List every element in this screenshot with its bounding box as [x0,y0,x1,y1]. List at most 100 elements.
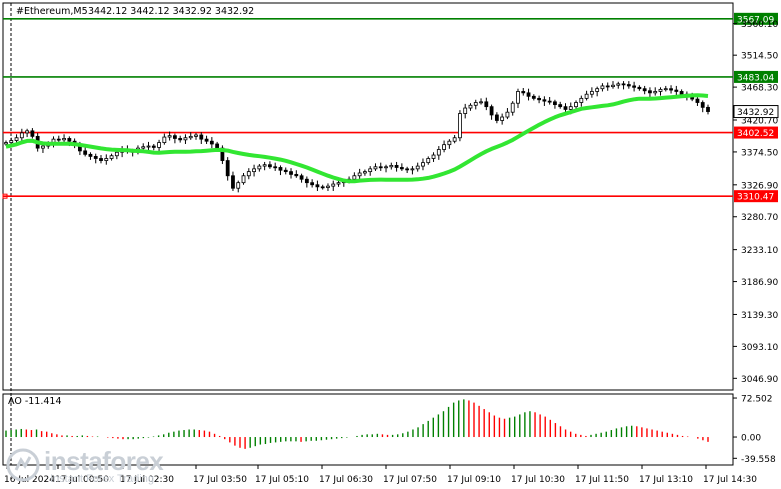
candle-body [653,91,658,94]
level-anchor-marker [2,193,8,199]
candle-body [25,130,30,134]
candle-body [695,98,700,103]
price-tick-label: 3046.90 [741,375,778,385]
watermark-brand: instaforex [44,446,164,476]
price-tick-label: 3280.70 [741,213,778,223]
candle-body [679,91,684,95]
candle-body [648,90,652,94]
time-tick-label: 17 Jul 13:10 [639,475,693,485]
price-tick-label: 3374.50 [741,148,778,158]
price-tick-label: 3420.70 [741,116,778,126]
current-price-label: 3432.92 [737,108,774,118]
ao-panel-border [2,393,734,466]
time-tick-label: 17 Jul 14:30 [703,475,757,485]
candle-body [9,140,14,143]
candle-body [521,91,526,94]
candle-body [363,171,367,174]
candle-body [558,104,563,108]
candle-body [252,168,256,173]
candle-body [415,165,420,170]
candle-body [273,166,278,169]
time-tick-label: 17 Jul 03:50 [193,475,247,485]
candle-body [19,132,24,139]
candle-body [83,150,88,155]
candle-body [563,106,568,110]
candle-body [600,85,605,90]
price-tick-label: 3560.10 [741,20,778,30]
candle-body [14,137,19,141]
level-label: 3310.47 [737,193,774,203]
candle-body [167,135,172,138]
candle-body [99,158,103,161]
ao-tick-label: 0.00 [741,434,761,444]
price-axis: 3560.10 3514.50 3468.30 3420.70 3374.50 3326.… [733,20,779,385]
candle-body [526,92,531,97]
candle-body [114,151,119,157]
candle-body [436,149,441,156]
candle-body [315,184,320,188]
candle-body [236,182,241,189]
candle-body [605,85,610,88]
candle-body [589,91,594,95]
candle-body [326,185,330,188]
candle-body [410,168,415,171]
candle-body [568,106,573,110]
candle-body [88,153,93,157]
ao-tick-label: 72.502 [741,395,773,405]
candle-body [452,137,457,142]
candle-body [373,166,378,170]
time-tick-label: 17 Jul 02:30 [120,475,174,485]
candle-body [183,137,188,141]
candle-body [188,135,193,139]
candle-body [500,116,505,121]
candle-body [178,138,183,141]
candle-body [674,89,679,92]
candle-body [632,85,637,88]
price-tick-label: 3186.90 [741,278,778,288]
candle-body [162,136,167,143]
candle-body [626,84,631,87]
candle-body [579,97,584,103]
candle-body [294,173,299,177]
support-resistance-levels: 3567.09 3483.04 3402.52 3310.47 [2,12,778,203]
candle-body [93,156,98,159]
candle-body [151,145,156,148]
candle-body [56,138,61,141]
candle-body [510,102,515,113]
candle-body [204,138,209,142]
candle-body [468,104,473,109]
level-label-box [734,126,778,139]
price-tick-label: 3139.30 [741,311,778,321]
candle-body [706,106,710,112]
candle-body [141,146,146,149]
candle-body [394,165,399,168]
time-tick-label: 17 Jul 10:30 [511,475,565,485]
candle-body [199,134,204,140]
candle-body [310,182,315,186]
candle-body [621,83,626,86]
candle-body [421,162,425,167]
candle-body [700,102,705,108]
candle-body [241,175,246,184]
candle-body [157,142,161,148]
candle-body [405,168,410,171]
candle-body [378,166,383,169]
candle-body [537,97,541,101]
candle-body [173,135,177,139]
candle-body [431,154,436,159]
time-tick-label: 17 Jul 06:30 [319,475,373,485]
candle-body [531,95,536,99]
candle-body [516,91,520,104]
candle-body [104,158,109,161]
awesome-oscillator: 72.502 0.00 -39.558 [5,395,776,465]
candle-body [458,113,462,139]
candle-body [194,134,198,137]
candle-body [584,93,589,99]
candle-body [30,130,35,137]
candlesticks [4,81,710,193]
candle-body [304,178,309,184]
candle-body [225,160,230,177]
candle-body [268,164,272,168]
instaforex-logo-icon [6,448,40,482]
